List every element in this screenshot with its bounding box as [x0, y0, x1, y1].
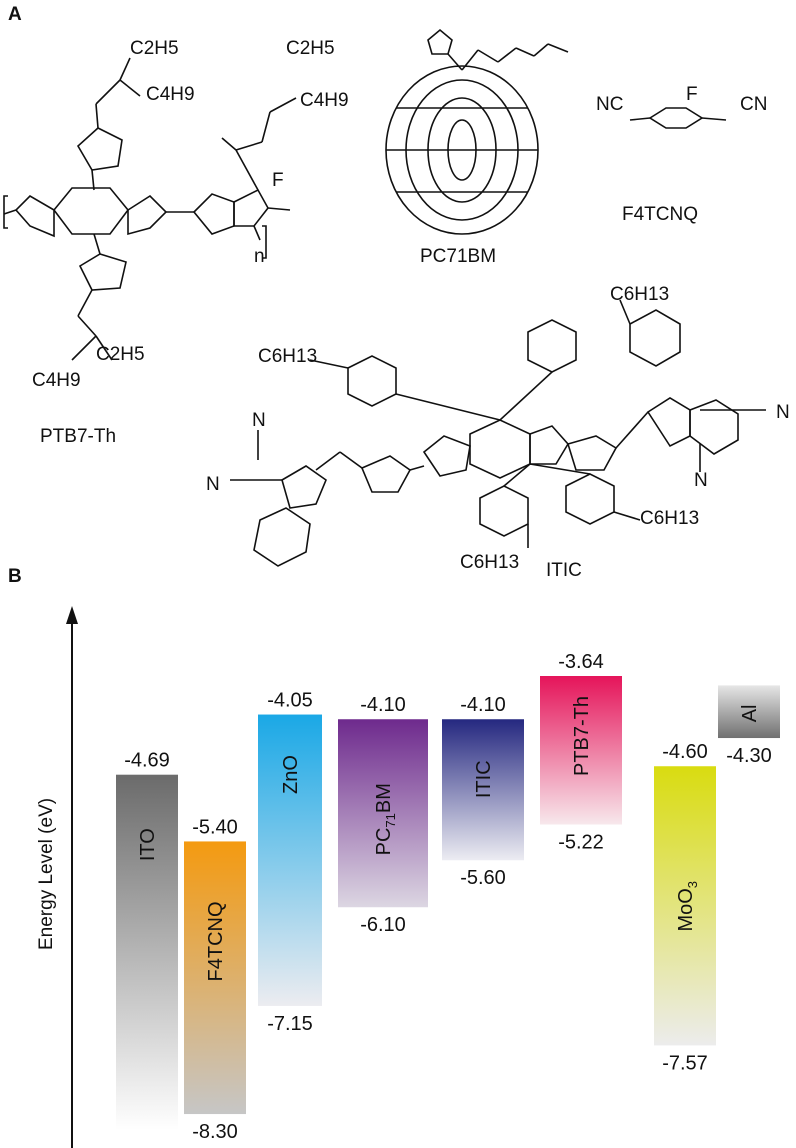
bar-label-al: Al	[739, 705, 761, 723]
f4tcnq-cn: CN	[740, 94, 767, 115]
itic-structure	[230, 299, 766, 567]
bar-label-f4tcnq: F4TCNQ	[205, 901, 227, 981]
bar-label-ito: ITO	[137, 828, 159, 861]
top-value-ito: -4.69	[124, 750, 170, 772]
bar-ito	[116, 774, 178, 1130]
panel-a-label: A	[8, 4, 22, 25]
itic-c6h13-bottom: C6H13	[460, 552, 519, 573]
ptb7th-name: PTB7-Th	[40, 426, 116, 447]
top-value-f4tcnq: -5.40	[192, 816, 238, 838]
bottom-value-f4tcnq: -8.30	[192, 1121, 238, 1143]
f4tcnq-name: F4TCNQ	[622, 204, 698, 225]
itic-n-top: N	[252, 410, 266, 431]
top-value-pc71bm: -4.10	[360, 694, 406, 716]
top-value-itic: -4.10	[460, 694, 506, 716]
pc71bm-structure	[385, 28, 569, 235]
bar-moo3	[654, 766, 716, 1046]
bottom-value-moo3: -7.57	[662, 1052, 708, 1074]
bar-itic	[442, 719, 524, 861]
panel-b-label: B	[8, 566, 22, 587]
y-axis-label: Energy Level (eV)	[36, 798, 57, 950]
ptb7th-c2h5-ester: C2H5	[286, 38, 335, 59]
bar-pc71bm	[338, 719, 428, 908]
bar-zno	[258, 714, 322, 1006]
ptb7th-c4h9-bottom: C4H9	[32, 370, 81, 391]
energy-bars: ITO -4.69 F4TCNQ -5.40 -8.30 ZnO -4.05 -7.15 PC7…	[116, 651, 780, 1143]
ptb7th-structure	[3, 57, 297, 361]
ptb7th-c4h9-top: C4H9	[146, 84, 195, 105]
ptb7th-repeat-n: n	[254, 246, 265, 267]
bottom-value-ptb7-th: -5.22	[558, 832, 604, 854]
bar-label-moo3: MoO3	[675, 881, 700, 932]
ptb7th-c2h5-bottom: C2H5	[96, 344, 145, 365]
bar-label-zno: ZnO	[280, 755, 302, 794]
energy-axis	[66, 606, 78, 1148]
itic-n-left: N	[206, 474, 220, 495]
bar-label-ptb7-th: PTB7-Th	[571, 696, 593, 776]
top-value-ptb7-th: -3.64	[558, 651, 604, 673]
itic-c6h13-left: C6H13	[258, 346, 317, 367]
itic-name: ITIC	[546, 560, 582, 581]
ptb7th-fluorine: F	[272, 170, 284, 191]
bar-f4tcnq	[184, 841, 246, 1115]
bar-label-pc71bm: PC71BM	[373, 783, 398, 855]
bar-label-itic: ITIC	[473, 760, 495, 798]
top-value-moo3: -4.60	[662, 741, 708, 763]
top-value-zno: -4.05	[267, 690, 313, 712]
bar-ptb7-th	[540, 676, 622, 825]
f4tcnq-nc: NC	[596, 94, 623, 115]
itic-n-bottom: N	[694, 470, 708, 491]
f4tcnq-structure	[629, 107, 727, 129]
f4tcnq-f: F	[686, 84, 698, 105]
bottom-value-al: -4.30	[726, 745, 772, 767]
bar-al	[718, 685, 780, 739]
pc71bm-name: PC71BM	[420, 246, 496, 267]
itic-c6h13-top: C6H13	[610, 284, 669, 305]
itic-c6h13-right: C6H13	[640, 508, 699, 529]
bottom-value-itic: -5.60	[460, 867, 506, 889]
bottom-value-pc71bm: -6.10	[360, 914, 406, 936]
ptb7th-c2h5-top: C2H5	[130, 38, 179, 59]
itic-n-right: N	[776, 402, 790, 423]
ptb7th-c4h9-ester: C4H9	[300, 90, 349, 111]
bottom-value-zno: -7.15	[267, 1013, 313, 1035]
